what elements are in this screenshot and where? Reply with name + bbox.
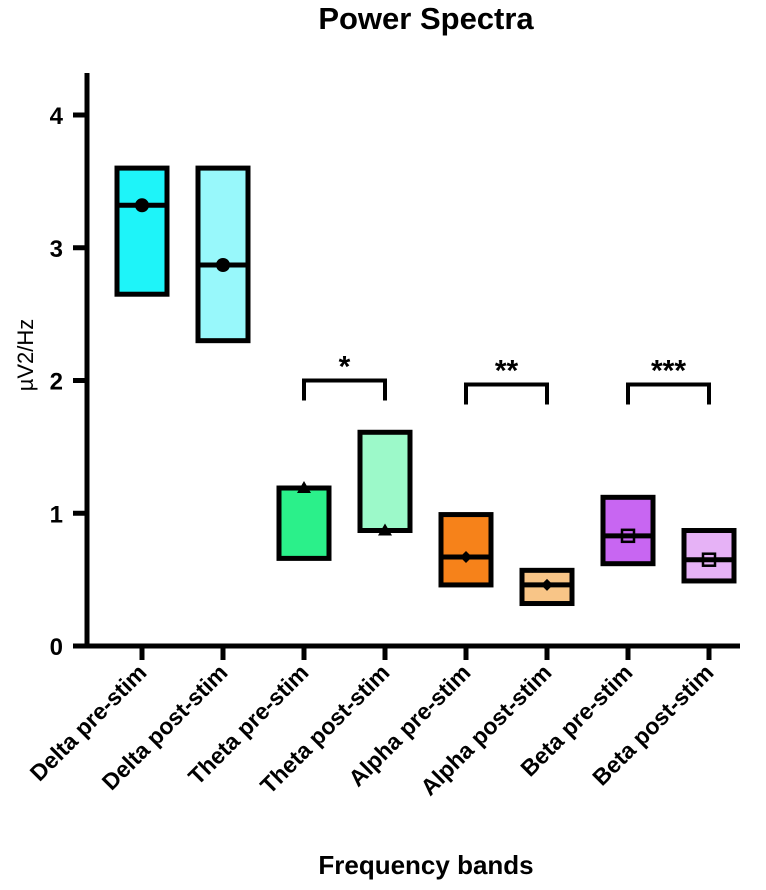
significance-label: *** <box>651 354 686 387</box>
bar-group <box>357 429 413 536</box>
square-marker <box>701 552 717 567</box>
bar-range <box>681 528 737 584</box>
y-tick-label: 4 <box>50 103 64 130</box>
y-axis-label: µV2/Hz <box>13 319 38 392</box>
bars <box>114 165 737 607</box>
significance-label: * <box>339 351 351 384</box>
significance-bracket <box>626 382 711 405</box>
significance-bracket-group: ** <box>464 354 549 405</box>
bar-group <box>519 567 575 607</box>
significance-annotations: * ** *** <box>302 351 711 405</box>
y-tick-label: 2 <box>50 369 63 396</box>
significance-label: ** <box>495 354 519 387</box>
significance-bracket <box>464 382 549 405</box>
triangle-marker <box>297 481 311 494</box>
bar-range <box>438 512 494 588</box>
chart-title: Power Spectra <box>318 1 534 36</box>
bar-group <box>195 165 251 344</box>
diamond-marker <box>460 551 472 564</box>
circle-marker <box>135 198 149 213</box>
bar-group <box>600 494 656 567</box>
x-axis-label: Frequency bands <box>318 850 533 880</box>
square-marker <box>620 528 636 544</box>
bar-group <box>114 165 170 297</box>
y-tick-label: 0 <box>50 634 63 661</box>
bar-range <box>195 165 251 344</box>
significance-bracket <box>302 378 387 401</box>
bar-range <box>276 485 332 561</box>
circle-marker <box>216 258 230 273</box>
y-axis: 0 1 2 3 4 <box>50 73 90 661</box>
diamond-marker <box>541 578 553 591</box>
bar-group <box>681 528 737 584</box>
bar-range <box>357 429 413 534</box>
bar-group <box>276 481 332 561</box>
bar-range <box>114 165 170 297</box>
bar-group <box>438 512 494 588</box>
y-tick-label: 1 <box>50 501 63 528</box>
triangle-marker <box>378 523 392 536</box>
y-tick-label: 3 <box>50 236 63 263</box>
significance-bracket-group: * <box>302 351 387 401</box>
significance-bracket-group: *** <box>626 354 711 405</box>
